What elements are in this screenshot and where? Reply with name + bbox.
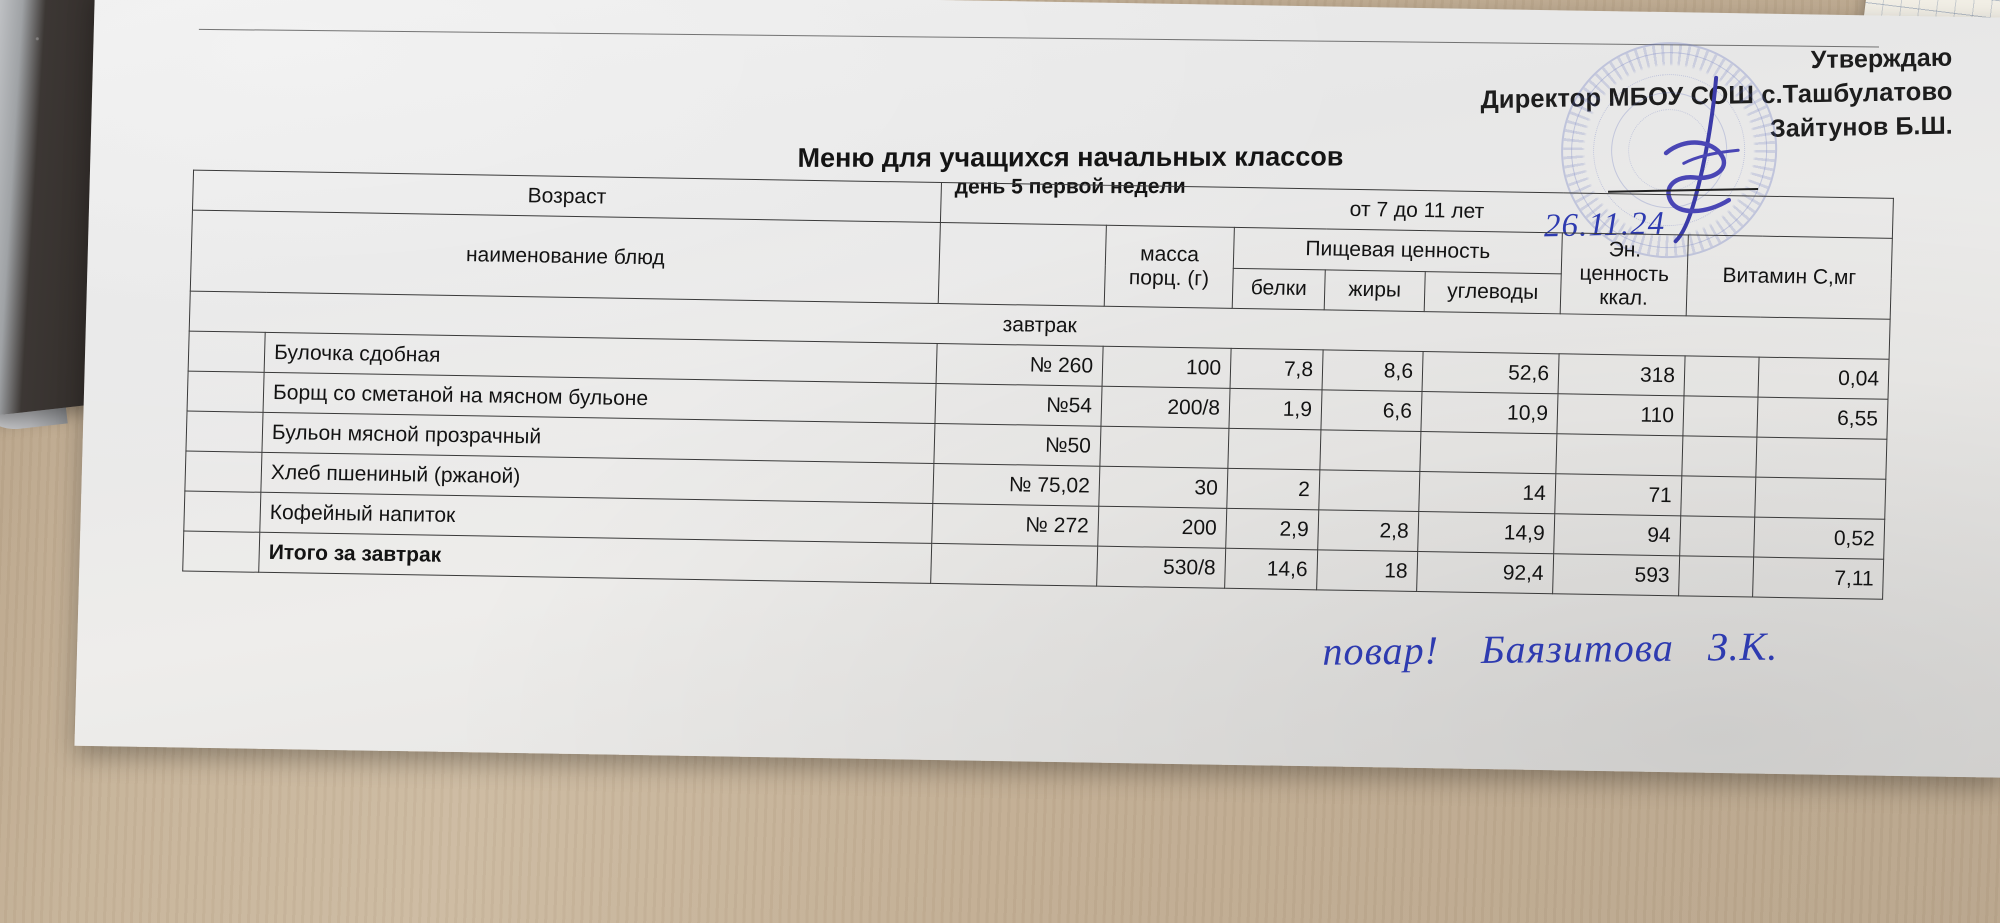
header-energy-label: Эн. ценность ккал.	[1560, 232, 1689, 316]
row-age-cell	[185, 411, 264, 453]
dish-vitamin-c	[1755, 437, 1887, 480]
handwritten-note-initials: З.К.	[1707, 623, 1779, 670]
header-vitamin-c: Витамин С,мг	[1686, 234, 1893, 320]
menu-table-wrap: Возраст от 7 до 11 лет наименование блюд…	[182, 170, 1894, 600]
handwritten-note-name: Баязитова	[1480, 624, 1674, 672]
row-age-cell	[188, 331, 266, 373]
total-fat: 18	[1316, 549, 1418, 592]
header-carbs: углеводы	[1424, 271, 1562, 314]
dish-mass: 100	[1102, 346, 1232, 389]
dish-fat	[1318, 469, 1420, 512]
dish-recipe: № 260	[936, 343, 1104, 387]
header-fat: жиры	[1324, 269, 1426, 312]
dish-mass: 200	[1097, 506, 1227, 549]
menu-document-sheet: Утверждаю Директор МБОУ СОШ с.Ташбулатов…	[74, 0, 2000, 778]
dish-mass	[1099, 426, 1229, 469]
total-mass: 530/8	[1096, 546, 1226, 589]
dish-protein: 1,9	[1228, 388, 1323, 430]
header-protein: белки	[1232, 267, 1326, 310]
header-mass-line1: масса	[1139, 242, 1200, 267]
header-dish-label: наименование блюд	[190, 210, 941, 304]
dish-vitamin-c: 6,55	[1756, 397, 1889, 440]
total-vitamin-c: 7,11	[1752, 557, 1884, 600]
row-age-cell	[183, 491, 261, 533]
dish-protein: 2,9	[1225, 508, 1319, 550]
dish-vitamin-c	[1754, 477, 1886, 520]
total-protein: 14,6	[1224, 548, 1318, 590]
menu-table: Возраст от 7 до 11 лет наименование блюд…	[182, 170, 1894, 600]
header-mass-label: масса порц. (г)	[1104, 225, 1235, 309]
dish-recipe: №50	[933, 423, 1101, 467]
handwritten-note-role: повар!	[1322, 627, 1440, 674]
header-mass-line2: порц. (г)	[1128, 266, 1210, 291]
dish-gap	[1680, 475, 1756, 518]
dish-fat: 2,8	[1317, 509, 1419, 552]
dish-carbs	[1419, 431, 1557, 474]
dish-carbs: 14,9	[1417, 511, 1555, 554]
dish-fat	[1319, 429, 1421, 472]
dish-gap	[1681, 435, 1757, 478]
header-recipe-label	[938, 222, 1107, 307]
dish-mass: 30	[1098, 466, 1228, 509]
dish-carbs: 14	[1418, 471, 1556, 514]
dish-kcal: 94	[1553, 513, 1681, 556]
row-age-cell	[184, 451, 262, 493]
dish-gap	[1683, 355, 1760, 398]
dish-recipe: № 75,02	[932, 463, 1100, 507]
dish-kcal: 318	[1558, 353, 1686, 396]
header-energy-line1: Эн.	[1608, 238, 1642, 262]
total-gap	[1678, 555, 1754, 598]
handwritten-note: повар! Баязитова З.К.	[1323, 623, 1779, 675]
dish-protein	[1227, 428, 1321, 470]
dish-kcal	[1555, 433, 1683, 476]
dish-carbs: 52,6	[1422, 351, 1560, 394]
dish-fat: 6,6	[1320, 389, 1423, 432]
dish-recipe: №54	[934, 383, 1103, 427]
total-carbs: 92,4	[1416, 551, 1554, 594]
dish-gap	[1682, 395, 1758, 438]
dish-fat: 8,6	[1322, 349, 1424, 392]
dish-carbs: 10,9	[1420, 391, 1559, 434]
total-recipe	[930, 543, 1098, 587]
row-age-cell	[187, 371, 265, 413]
header-energy-line3: ккал.	[1599, 285, 1649, 310]
dish-protein: 2	[1226, 468, 1320, 510]
header-nutrition-group: Пищевая ценность	[1233, 227, 1563, 274]
dish-recipe: № 272	[931, 503, 1099, 547]
page-title: Меню для учащихся начальных классов	[797, 141, 1344, 173]
dish-mass: 200/8	[1100, 386, 1231, 429]
header-energy-line2: ценность	[1579, 261, 1670, 287]
dish-kcal: 110	[1556, 393, 1684, 436]
total-age-cell	[182, 531, 260, 573]
dish-kcal: 71	[1554, 473, 1682, 516]
dish-vitamin-c: 0,04	[1757, 357, 1890, 400]
dish-vitamin-c: 0,52	[1753, 517, 1885, 560]
dish-gap	[1679, 515, 1755, 558]
total-kcal: 593	[1552, 553, 1680, 596]
dish-protein: 7,8	[1230, 348, 1324, 390]
